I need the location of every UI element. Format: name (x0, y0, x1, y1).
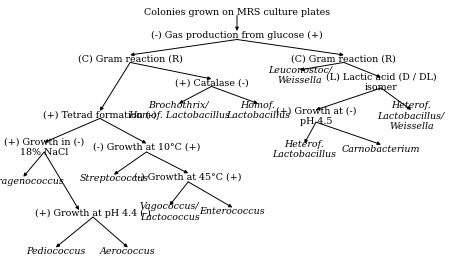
Text: (+) Catalase (-): (+) Catalase (-) (174, 78, 248, 87)
Text: (-) Gas production from glucose (+): (-) Gas production from glucose (+) (151, 31, 323, 40)
Text: Enterococcus: Enterococcus (200, 208, 265, 217)
Text: Streptococcus: Streptococcus (79, 174, 148, 183)
Text: (L) Lactic acid (D / DL)
isomer: (L) Lactic acid (D / DL) isomer (326, 73, 436, 92)
Text: (-) Growth at 10°C (+): (-) Growth at 10°C (+) (93, 143, 200, 152)
Text: Brochothrix/
Homof. Lactobacillus: Brochothrix/ Homof. Lactobacillus (128, 101, 230, 120)
Text: (+) Tetrad formation (-): (+) Tetrad formation (-) (43, 110, 157, 119)
Text: Homof.
Lactobacillus: Homof. Lactobacillus (226, 101, 290, 120)
Text: (+) Growth in (-)
18% NaCl: (+) Growth in (-) 18% NaCl (4, 137, 84, 157)
Text: Vagococcus/
Lactococcus: Vagococcus/ Lactococcus (140, 202, 200, 222)
Text: (C) Gram reaction (R): (C) Gram reaction (R) (292, 54, 396, 63)
Text: Leuconostoc/
Weissella: Leuconostoc/ Weissella (268, 66, 332, 85)
Text: Aerococcus: Aerococcus (100, 248, 155, 256)
Text: Colonies grown on MRS culture plates: Colonies grown on MRS culture plates (144, 8, 330, 17)
Text: Heterof.
Lactobacillus: Heterof. Lactobacillus (273, 140, 337, 159)
Text: (+) Growth at pH 4.4 (-): (+) Growth at pH 4.4 (-) (35, 209, 151, 218)
Text: (-) Growth at 45°C (+): (-) Growth at 45°C (+) (135, 173, 242, 182)
Text: (C) Gram reaction (R): (C) Gram reaction (R) (78, 54, 182, 63)
Text: Tetragenococcus: Tetragenococcus (0, 177, 64, 186)
Text: (+) Growth at (-)
pH 4.5: (+) Growth at (-) pH 4.5 (276, 106, 356, 126)
Text: Carnobacterium: Carnobacterium (342, 145, 420, 154)
Text: Heterof.
Lactobacillus/
Weissella: Heterof. Lactobacillus/ Weissella (378, 101, 445, 131)
Text: Pediococcus: Pediococcus (26, 248, 85, 256)
